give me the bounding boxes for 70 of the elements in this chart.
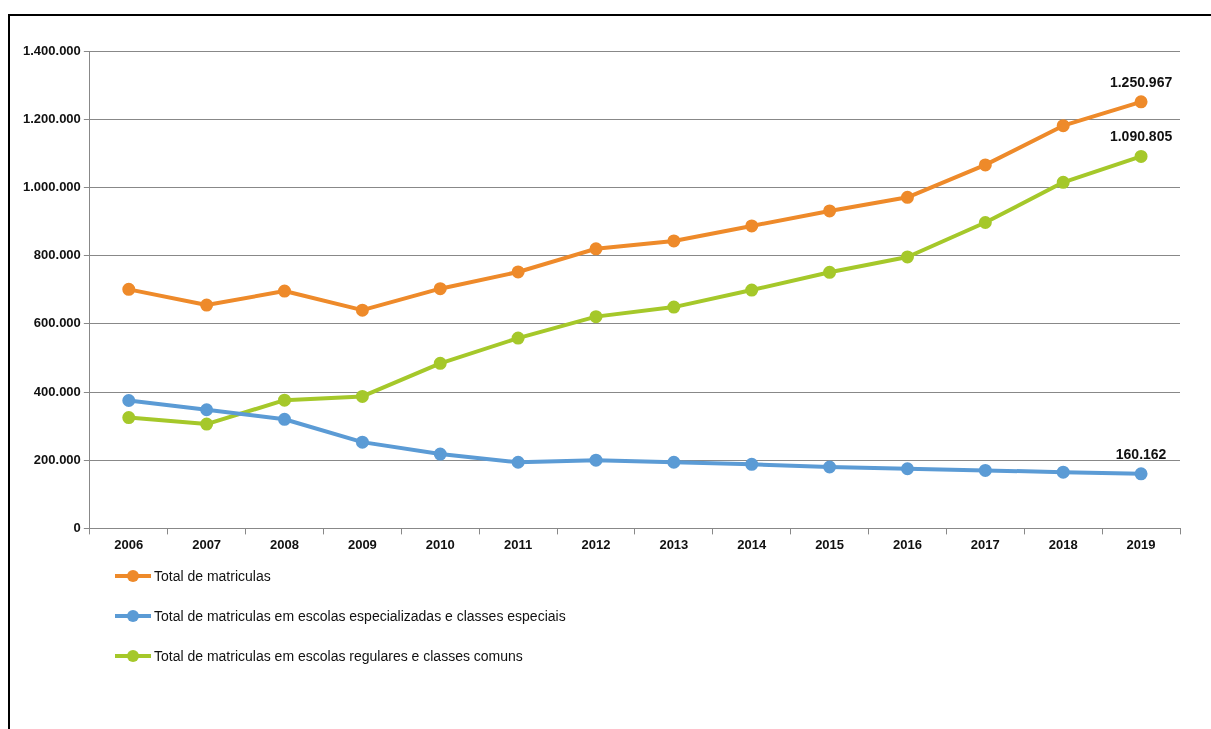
point (1056, 119, 1070, 133)
x-tick-label: 2008 (270, 536, 299, 552)
x-tick-label: 2012 (581, 536, 611, 552)
x-tick-label: 2014 (737, 536, 767, 552)
y-tick-label: 1.200.000 (22, 110, 81, 126)
x-tick-label: 2019 (1126, 536, 1156, 552)
point (589, 242, 603, 256)
point (122, 411, 136, 425)
point (978, 463, 992, 477)
point (978, 216, 992, 230)
point (823, 460, 837, 474)
point (200, 298, 214, 312)
point (355, 303, 369, 317)
x-tick-label: 2015 (815, 536, 845, 552)
y-tick-label: 400.000 (33, 383, 81, 399)
x-tick-label: 2010 (425, 536, 455, 552)
point (278, 284, 292, 298)
point (745, 457, 759, 471)
point (511, 331, 525, 345)
point (1056, 175, 1070, 189)
y-tick-label: 1.000.000 (22, 178, 81, 194)
point (433, 282, 447, 296)
y-tick-label: 200.000 (33, 451, 81, 467)
legend-label: Total de matriculas em escolas regulares e classes comuns (154, 648, 523, 664)
point (1134, 149, 1148, 163)
point (278, 412, 292, 426)
y-tick-label: 0 (73, 519, 81, 535)
point (511, 455, 525, 469)
x-tick-label: 2018 (1048, 536, 1078, 552)
point (745, 219, 759, 233)
point (511, 265, 525, 279)
point (122, 394, 136, 408)
point (1134, 95, 1148, 109)
point (823, 204, 837, 218)
point (122, 282, 136, 296)
y-tick-label: 800.000 (33, 247, 81, 263)
point (823, 265, 837, 279)
x-tick-label: 2016 (893, 536, 922, 552)
point (589, 453, 603, 467)
point (978, 158, 992, 172)
point (900, 250, 914, 264)
data-label: 1.090.805 (1109, 128, 1173, 145)
legend-label: Total de matriculas em escolas especializadas e classes especiais (154, 608, 566, 624)
y-tick-label: 1.400.000 (22, 42, 81, 58)
point (900, 462, 914, 476)
point (200, 417, 214, 431)
point (667, 455, 681, 469)
point (355, 435, 369, 449)
x-tick-label: 2013 (659, 536, 689, 552)
y-tick-label: 600.000 (33, 315, 81, 331)
point (200, 403, 214, 417)
point (433, 356, 447, 370)
point (355, 389, 369, 403)
point (589, 310, 603, 324)
point (1056, 465, 1070, 479)
point (667, 234, 681, 248)
data-label: 1.250.967 (1109, 73, 1173, 90)
point (745, 283, 759, 297)
data-label: 160.162 (1115, 445, 1167, 462)
point (1134, 467, 1148, 481)
point (433, 447, 447, 461)
point (278, 393, 292, 407)
legend-label: Total de matriculas (154, 568, 271, 584)
x-tick-label: 2011 (504, 536, 533, 552)
x-tick-label: 2009 (347, 536, 377, 552)
x-tick-label: 2017 (970, 536, 1000, 552)
x-tick-label: 2006 (114, 536, 144, 552)
point (667, 300, 681, 314)
point (900, 190, 914, 204)
x-tick-label: 2007 (192, 536, 222, 552)
